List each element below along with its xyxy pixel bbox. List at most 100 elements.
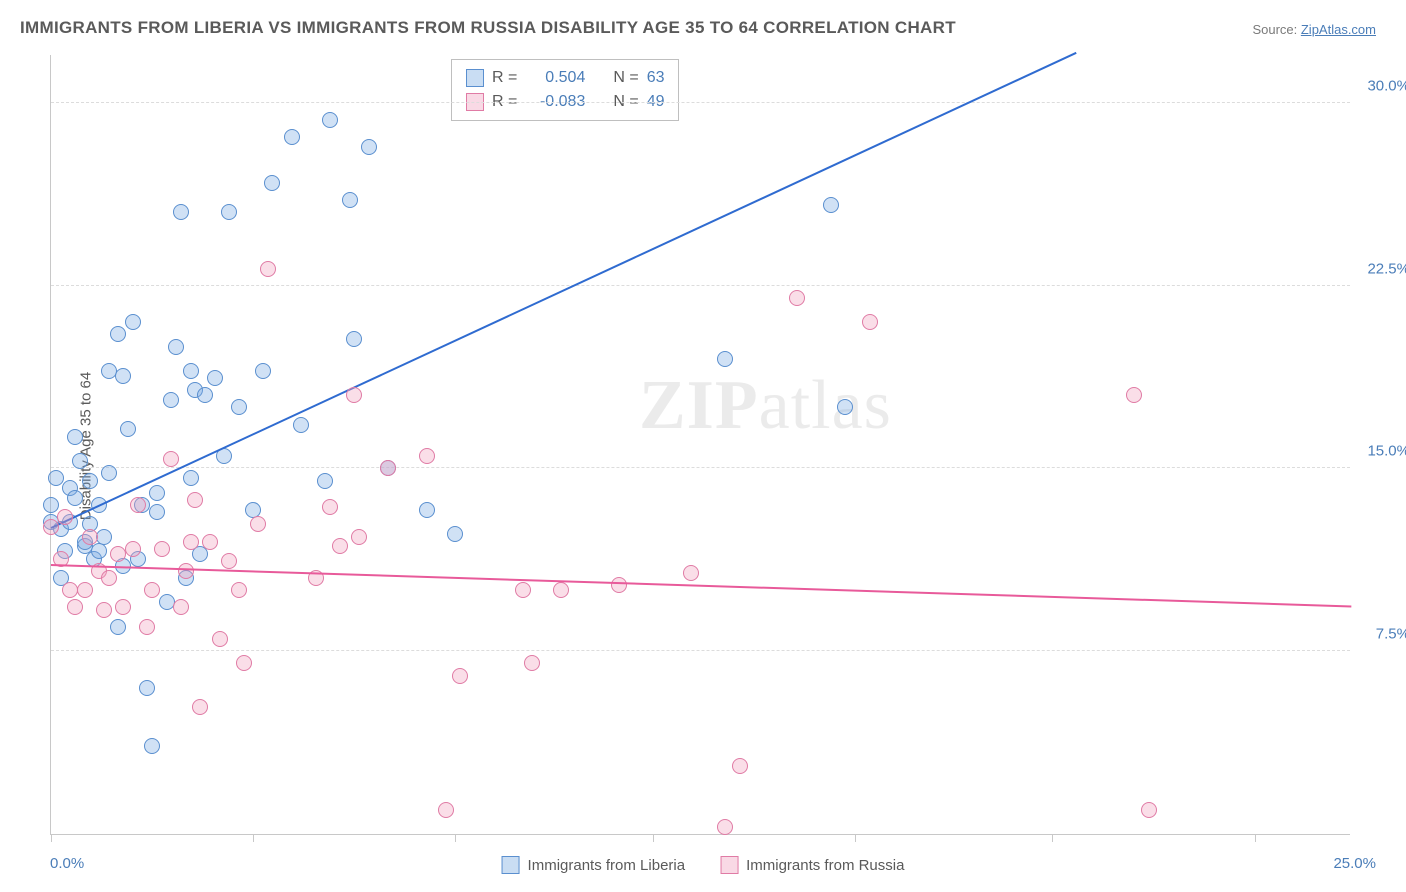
- data-point: [77, 582, 93, 598]
- data-point: [245, 502, 261, 518]
- data-point: [173, 204, 189, 220]
- data-point: [862, 314, 878, 330]
- n-value-liberia: 63: [647, 66, 665, 90]
- swatch-blue-icon: [466, 69, 484, 87]
- trend-line: [51, 52, 1077, 529]
- data-point: [284, 129, 300, 145]
- data-point: [264, 175, 280, 191]
- data-point: [202, 534, 218, 550]
- data-point: [149, 504, 165, 520]
- data-point: [183, 470, 199, 486]
- data-point: [212, 631, 228, 647]
- data-point: [515, 582, 531, 598]
- x-tick: [51, 834, 52, 842]
- plot-area: R = 0.504 N = 63 R = -0.083 N = 49 ZIPat…: [50, 55, 1350, 835]
- x-tick: [455, 834, 456, 842]
- data-point: [419, 502, 435, 518]
- data-point: [1141, 802, 1157, 818]
- data-point: [221, 553, 237, 569]
- data-point: [255, 363, 271, 379]
- data-point: [419, 448, 435, 464]
- data-point: [221, 204, 237, 220]
- gridline: [51, 285, 1350, 286]
- data-point: [346, 387, 362, 403]
- legend-label-russia: Immigrants from Russia: [746, 857, 904, 874]
- data-point: [231, 582, 247, 598]
- x-tick: [1255, 834, 1256, 842]
- data-point: [231, 399, 247, 415]
- data-point: [611, 577, 627, 593]
- data-point: [96, 529, 112, 545]
- legend-item-russia: Immigrants from Russia: [720, 856, 904, 874]
- data-point: [57, 509, 73, 525]
- data-point: [717, 351, 733, 367]
- data-point: [110, 326, 126, 342]
- data-point: [144, 738, 160, 754]
- data-point: [91, 543, 107, 559]
- data-point: [183, 363, 199, 379]
- x-tick: [855, 834, 856, 842]
- data-point: [163, 392, 179, 408]
- x-tick-label-max: 25.0%: [1333, 855, 1376, 872]
- x-tick-label-min: 0.0%: [50, 855, 84, 872]
- data-point: [101, 570, 117, 586]
- data-point: [67, 429, 83, 445]
- data-point: [149, 485, 165, 501]
- data-point: [317, 473, 333, 489]
- data-point: [125, 314, 141, 330]
- data-point: [346, 331, 362, 347]
- legend-row-liberia: R = 0.504 N = 63: [466, 66, 664, 90]
- data-point: [717, 819, 733, 835]
- series-legend: Immigrants from Liberia Immigrants from …: [502, 856, 905, 874]
- data-point: [322, 499, 338, 515]
- data-point: [173, 599, 189, 615]
- data-point: [82, 529, 98, 545]
- data-point: [837, 399, 853, 415]
- r-value-liberia: 0.504: [525, 66, 585, 90]
- data-point: [187, 492, 203, 508]
- data-point: [260, 261, 276, 277]
- data-point: [82, 473, 98, 489]
- data-point: [139, 619, 155, 635]
- data-point: [115, 368, 131, 384]
- legend-label-liberia: Immigrants from Liberia: [528, 857, 686, 874]
- data-point: [125, 541, 141, 557]
- data-point: [101, 465, 117, 481]
- data-point: [43, 497, 59, 513]
- data-point: [67, 599, 83, 615]
- y-tick-label: 15.0%: [1367, 443, 1406, 460]
- swatch-blue-icon: [502, 856, 520, 874]
- x-tick: [653, 834, 654, 842]
- r-label: R =: [492, 66, 517, 90]
- source-link[interactable]: ZipAtlas.com: [1301, 22, 1376, 37]
- data-point: [115, 599, 131, 615]
- x-tick: [1052, 834, 1053, 842]
- data-point: [144, 582, 160, 598]
- data-point: [1126, 387, 1142, 403]
- y-tick-label: 22.5%: [1367, 260, 1406, 277]
- data-point: [447, 526, 463, 542]
- data-point: [48, 470, 64, 486]
- legend-item-liberia: Immigrants from Liberia: [502, 856, 686, 874]
- data-point: [168, 339, 184, 355]
- data-point: [438, 802, 454, 818]
- data-point: [553, 582, 569, 598]
- data-point: [72, 453, 88, 469]
- data-point: [351, 529, 367, 545]
- gridline: [51, 650, 1350, 651]
- data-point: [96, 602, 112, 618]
- data-point: [452, 668, 468, 684]
- correlation-legend: R = 0.504 N = 63 R = -0.083 N = 49: [451, 59, 679, 121]
- data-point: [322, 112, 338, 128]
- data-point: [183, 534, 199, 550]
- data-point: [67, 490, 83, 506]
- data-point: [789, 290, 805, 306]
- data-point: [332, 538, 348, 554]
- data-point: [154, 541, 170, 557]
- swatch-pink-icon: [720, 856, 738, 874]
- data-point: [250, 516, 266, 532]
- watermark: ZIPatlas: [639, 366, 892, 446]
- data-point: [139, 680, 155, 696]
- y-tick-label: 30.0%: [1367, 77, 1406, 94]
- data-point: [163, 451, 179, 467]
